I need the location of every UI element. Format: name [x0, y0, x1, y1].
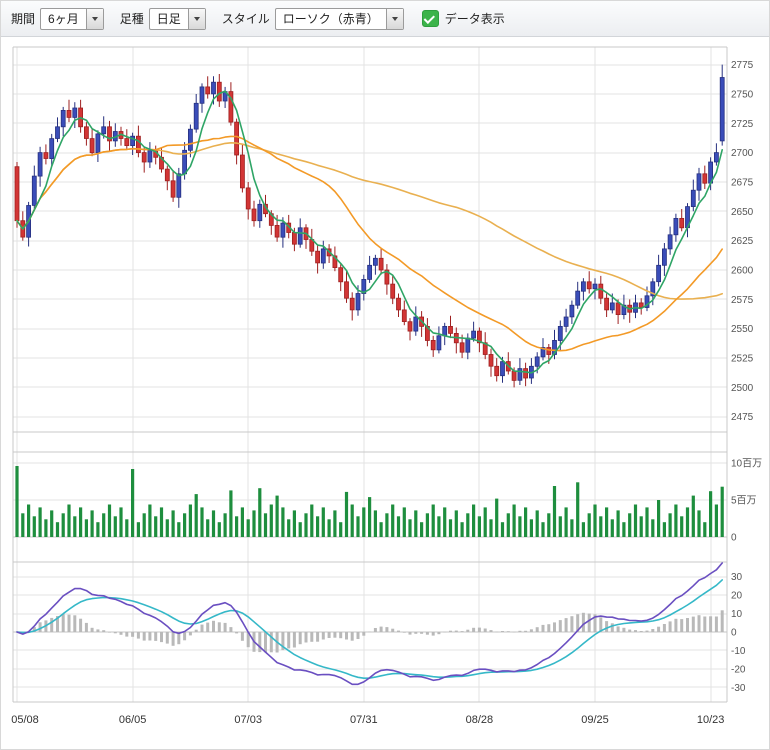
grid-layer	[13, 47, 727, 702]
chevron-down-icon	[91, 16, 98, 21]
axis-tick-label: 2525	[731, 354, 754, 365]
x-axis-date-label: 07/03	[234, 714, 262, 726]
check-icon	[423, 12, 436, 24]
axis-tick-label: 0	[731, 628, 737, 639]
macd-lines	[16, 562, 724, 686]
axis-tick-label: -20	[731, 664, 746, 675]
period-select[interactable]: 6ヶ月	[40, 7, 104, 30]
axis-tick-label: 2600	[731, 266, 754, 277]
chart-toolbar: 期間 6ヶ月 足種 日足 スタイル ローソク（赤青） データ表示	[1, 1, 769, 37]
bartype-label: 足種	[119, 12, 144, 26]
axis-tick-label: 10	[731, 609, 743, 620]
y-axis-labels: 2475 2500 2525 2550 2575 2600 2625 2650 2675 2700…	[731, 60, 762, 694]
stock-chart: 2475 2500 2525 2550 2575 2600 2625 2650 2675 2700…	[11, 46, 762, 726]
style-select-value: ローソク（赤青）	[282, 12, 379, 26]
chevron-down-icon	[193, 16, 200, 21]
x-axis-date-label: 10/23	[697, 714, 725, 726]
axis-tick-label: 2575	[731, 295, 754, 306]
period-select-button[interactable]	[85, 8, 103, 29]
axis-tick-label: 2775	[731, 60, 754, 71]
moving-averages	[16, 90, 724, 374]
bartype-select-value: 日足	[156, 12, 181, 26]
axis-tick-label: 30	[731, 572, 743, 583]
axis-tick-label: 2750	[731, 89, 754, 100]
bartype-select-button[interactable]	[187, 8, 205, 29]
candlestick-series	[14, 64, 725, 388]
x-axis-date-label: 05/08	[11, 714, 39, 726]
axis-tick-label: 2475	[731, 412, 754, 423]
x-axis-date-label: 09/25	[581, 714, 609, 726]
ma5-line	[16, 90, 724, 374]
x-axis-date-label: 06/05	[119, 714, 147, 726]
volume-bars	[15, 466, 724, 537]
panel-borders	[12, 46, 728, 703]
axis-tick-label: 2650	[731, 207, 754, 218]
macd-histogram	[15, 610, 724, 653]
axis-tick-label: 2675	[731, 177, 754, 188]
style-select[interactable]: ローソク（赤青）	[274, 7, 404, 30]
x-axis-labels: 05/08 06/05 07/03 07/31 08/28 09/25 10/23	[11, 714, 724, 726]
period-select-value: 6ヶ月	[48, 12, 79, 26]
bartype-select[interactable]: 日足	[148, 7, 206, 30]
period-label: 期間	[11, 12, 36, 26]
axis-tick-label: 10百万	[731, 458, 762, 470]
axis-tick-label: 2550	[731, 324, 754, 335]
data-display-label: データ表示	[444, 12, 505, 26]
chevron-down-icon	[391, 16, 398, 21]
style-select-button[interactable]	[385, 8, 403, 29]
x-axis-date-label: 08/28	[466, 714, 494, 726]
axis-tick-label: 20	[731, 591, 743, 602]
x-axis-date-label: 07/31	[350, 714, 378, 726]
axis-tick-label: 2725	[731, 119, 754, 130]
axis-tick-label: 2625	[731, 236, 754, 247]
axis-tick-label: 0	[731, 533, 737, 544]
macd-line	[16, 562, 724, 686]
ma25-line	[16, 135, 724, 352]
data-display-checkbox[interactable]	[421, 10, 439, 27]
axis-tick-label: -10	[731, 646, 746, 657]
axis-tick-label: -30	[731, 683, 746, 694]
axis-tick-label: 5百万	[731, 495, 757, 507]
axis-tick-label: 2500	[731, 383, 754, 394]
style-label: スタイル	[221, 12, 270, 26]
axis-tick-label: 2700	[731, 148, 754, 159]
